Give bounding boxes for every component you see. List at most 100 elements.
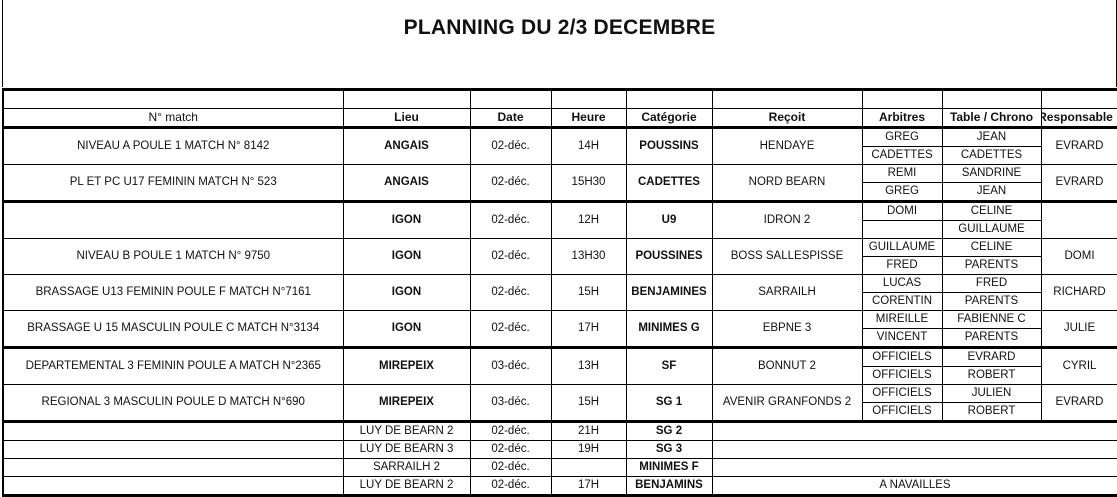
match-table-1: FRED bbox=[941, 274, 1042, 293]
away-date: 02-déc. bbox=[469, 476, 552, 496]
match-table-2: CADETTES bbox=[941, 146, 1042, 165]
match-table-1: SANDRINE bbox=[941, 164, 1042, 183]
match-arbitre-2: OFFICIELS bbox=[861, 402, 943, 422]
match-arbitre-2 bbox=[861, 220, 943, 239]
match-lieu: MIREPEIX bbox=[342, 384, 471, 422]
header-recoit: Reçoit bbox=[711, 108, 863, 128]
away-heure: 17H bbox=[550, 476, 627, 496]
header-categorie: Catégorie bbox=[625, 108, 713, 128]
match-lieu: IGON bbox=[342, 310, 471, 348]
match-responsable: JULIE bbox=[1040, 310, 1117, 348]
match-date: 02-déc. bbox=[469, 126, 552, 165]
match-row: DEPARTEMENTAL 3 FEMININ POULE A MATCH N°… bbox=[2, 346, 1117, 385]
away-empty bbox=[2, 440, 344, 459]
match-date: 02-déc. bbox=[469, 164, 552, 202]
match-table-1: JULIEN bbox=[941, 384, 1042, 403]
match-arbitre-2: CADETTES bbox=[861, 146, 943, 165]
match-responsable: RICHARD bbox=[1040, 274, 1117, 311]
match-arbitre-2: GREG bbox=[861, 182, 943, 202]
match-recoit: BOSS SALLESPISSE bbox=[711, 238, 863, 275]
match-recoit: SARRAILH bbox=[711, 274, 863, 311]
header-table-chrono: Table / Chrono bbox=[941, 108, 1042, 128]
away-note bbox=[711, 440, 1117, 459]
match-name: PL ET PC U17 FEMININ MATCH N° 523 bbox=[2, 164, 344, 202]
match-row: NIVEAU B POULE 1 MATCH N° 9750 IGON 02-déc… bbox=[2, 238, 1117, 275]
match-arbitre-1: OFFICIELS bbox=[861, 384, 943, 403]
match-categorie: BENJAMINES bbox=[625, 274, 713, 311]
match-responsable: DOMI bbox=[1040, 238, 1117, 275]
match-name: BRASSAGE U13 FEMININ POULE F MATCH N°716… bbox=[2, 274, 344, 311]
match-heure: 15H bbox=[550, 384, 627, 422]
match-table-2: JEAN bbox=[941, 182, 1042, 202]
match-lieu: MIREPEIX bbox=[342, 346, 471, 385]
header-row: N° match Lieu Date Heure Catégorie Reçoi… bbox=[2, 108, 1117, 128]
away-lieu: LUY DE BEARN 3 bbox=[342, 440, 471, 459]
match-heure: 12H bbox=[550, 200, 627, 239]
match-responsable bbox=[1040, 200, 1117, 239]
match-arbitre-1: OFFICIELS bbox=[861, 346, 943, 367]
away-heure: 21H bbox=[550, 420, 627, 441]
away-lieu: SARRAILH 2 bbox=[342, 458, 471, 477]
away-note bbox=[711, 458, 1117, 477]
match-recoit: EBPNE 3 bbox=[711, 310, 863, 348]
match-recoit: HENDAYE bbox=[711, 126, 863, 165]
match-arbitre-2: VINCENT bbox=[861, 328, 943, 348]
match-table-2: ROBERT bbox=[941, 402, 1042, 422]
match-lieu: ANGAIS bbox=[342, 164, 471, 202]
match-lieu: IGON bbox=[342, 200, 471, 239]
match-row: BRASSAGE U13 FEMININ POULE F MATCH N°716… bbox=[2, 274, 1117, 311]
match-name bbox=[2, 200, 344, 239]
away-empty bbox=[2, 458, 344, 477]
match-table-1: EVRARD bbox=[941, 346, 1042, 367]
header-match: N° match bbox=[2, 108, 344, 128]
match-responsable: EVRARD bbox=[1040, 126, 1117, 165]
away-row: LUY DE BEARN 2 02-déc. 21H SG 2 bbox=[2, 420, 1117, 441]
match-name: DEPARTEMENTAL 3 FEMININ POULE A MATCH N°… bbox=[2, 346, 344, 385]
away-row: LUY DE BEARN 2 02-déc. 17H BENJAMINS A NAVAI… bbox=[2, 476, 1117, 496]
match-table-1: CELINE bbox=[941, 238, 1042, 257]
away-date: 02-déc. bbox=[469, 440, 552, 459]
match-categorie: POUSSINES bbox=[625, 238, 713, 275]
match-subrow: FRED PARENTS bbox=[3, 256, 1117, 275]
match-responsable: EVRARD bbox=[1040, 164, 1117, 202]
match-date: 03-déc. bbox=[469, 346, 552, 385]
match-row: REGIONAL 3 MASCULIN POULE D MATCH N°690 M… bbox=[2, 384, 1117, 422]
match-arbitre-1: DOMI bbox=[861, 200, 943, 221]
match-lieu: IGON bbox=[342, 274, 471, 311]
match-categorie: MINIMES G bbox=[625, 310, 713, 348]
header-arbitres: Arbitres bbox=[861, 108, 943, 128]
match-name: NIVEAU A POULE 1 MATCH N° 8142 bbox=[2, 126, 344, 165]
away-date: 02-déc. bbox=[469, 420, 552, 441]
match-row: IGON 02-déc. 12H U9 IDRON 2 DOMI CELINE bbox=[2, 200, 1117, 239]
match-heure: 15H bbox=[550, 274, 627, 311]
match-table-2: PARENTS bbox=[941, 256, 1042, 275]
match-date: 02-déc. bbox=[469, 274, 552, 311]
header-responsable: Responsable bbox=[1040, 108, 1117, 128]
page-title: PLANNING DU 2/3 DECEMBRE bbox=[403, 16, 716, 39]
away-date: 02-déc. bbox=[469, 458, 552, 477]
match-row: BRASSAGE U 15 MASCULIN POULE C MATCH N°3… bbox=[2, 310, 1117, 348]
away-lieu: LUY DE BEARN 2 bbox=[342, 420, 471, 441]
match-row: NIVEAU A POULE 1 MATCH N° 8142 ANGAIS 02-d… bbox=[2, 126, 1117, 165]
away-categorie: SG 2 bbox=[625, 420, 713, 441]
match-name: NIVEAU B POULE 1 MATCH N° 9750 bbox=[2, 238, 344, 275]
match-table-2: PARENTS bbox=[941, 292, 1042, 311]
match-name: REGIONAL 3 MASCULIN POULE D MATCH N°690 bbox=[2, 384, 344, 422]
match-table-2: PARENTS bbox=[941, 328, 1042, 348]
match-table-2: ROBERT bbox=[941, 366, 1042, 385]
away-empty bbox=[2, 476, 344, 496]
away-note bbox=[711, 420, 1117, 441]
away-heure: 19H bbox=[550, 440, 627, 459]
away-empty bbox=[2, 420, 344, 441]
match-responsable: EVRARD bbox=[1040, 384, 1117, 422]
away-row: SARRAILH 2 02-déc. MINIMES F bbox=[2, 458, 1117, 477]
match-date: 02-déc. bbox=[469, 200, 552, 239]
away-note: A NAVAILLES bbox=[711, 476, 1117, 496]
match-arbitre-2: OFFICIELS bbox=[861, 366, 943, 385]
planning-table: N° match Lieu Date Heure Catégorie Reçoi… bbox=[2, 88, 1117, 497]
match-recoit: BONNUT 2 bbox=[711, 346, 863, 385]
match-heure: 15H30 bbox=[550, 164, 627, 202]
blank-row bbox=[2, 88, 1117, 109]
match-recoit: AVENIR GRANFONDS 2 bbox=[711, 384, 863, 422]
match-date: 02-déc. bbox=[469, 310, 552, 348]
